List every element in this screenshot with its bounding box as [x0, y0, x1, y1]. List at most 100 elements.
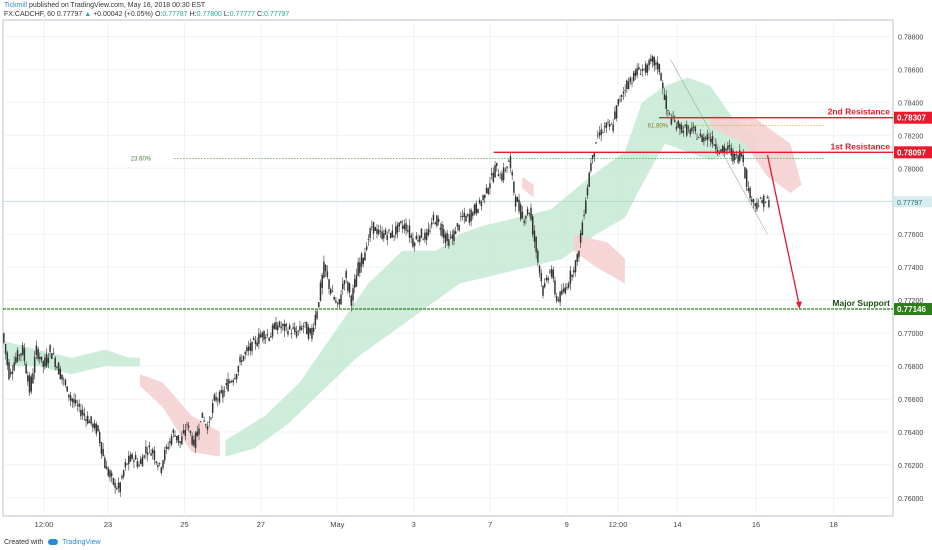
- symbol-label: FX:CADCHF, 60: [4, 11, 55, 18]
- candle-body: [745, 169, 748, 187]
- candle-body: [140, 458, 142, 464]
- candle-body: [239, 356, 241, 363]
- candle-body: [155, 461, 157, 463]
- candle-body: [612, 124, 614, 131]
- x-tick-label: 16: [752, 520, 760, 529]
- cloud-bearish: [710, 115, 802, 194]
- candle-body: [725, 148, 727, 151]
- candle-body: [557, 299, 560, 301]
- candle-body: [646, 64, 649, 73]
- candle-body: [186, 424, 188, 426]
- candle-body: [419, 236, 421, 242]
- candle-body: [246, 347, 248, 352]
- candle-body: [73, 399, 75, 404]
- candle-body: [675, 126, 678, 130]
- candle-body: [573, 270, 575, 273]
- candle-body: [13, 362, 15, 371]
- candle-body: [307, 327, 310, 339]
- candle-body: [117, 482, 120, 489]
- candle-body: [684, 124, 686, 126]
- candle-body: [718, 153, 721, 155]
- candle-body: [352, 288, 354, 301]
- candle-body: [100, 442, 103, 454]
- candle-body: [595, 142, 597, 144]
- candle-body: [550, 268, 553, 277]
- level-name: 1st Resistance: [830, 141, 890, 151]
- cloud-bullish: [225, 77, 757, 457]
- candle-body: [590, 163, 592, 171]
- tradingview-logo-icon: [48, 539, 59, 546]
- candle-body: [76, 404, 79, 406]
- price-tag-text: 0.77146: [897, 305, 926, 314]
- candle-body: [542, 285, 544, 296]
- candle-body: [68, 394, 70, 398]
- candle-body: [472, 212, 474, 216]
- candle-body: [172, 429, 175, 433]
- candle-body: [249, 343, 252, 351]
- candle-body: [83, 413, 86, 417]
- candle-body: [516, 197, 519, 202]
- candle-body: [343, 280, 346, 285]
- candle-body: [20, 353, 22, 356]
- candle-body: [401, 225, 404, 229]
- candle-body: [247, 346, 250, 351]
- candle-body: [316, 311, 318, 319]
- candle-body: [335, 300, 337, 303]
- candle-body: [400, 221, 402, 224]
- candle-body: [32, 373, 34, 384]
- candle-body: [54, 357, 56, 368]
- candle-body: [241, 360, 243, 362]
- high-label: H:: [189, 11, 197, 18]
- candle-body: [80, 409, 82, 417]
- candle-body: [64, 380, 67, 386]
- candle-body: [451, 234, 454, 239]
- candle-body: [126, 463, 128, 465]
- candle-body: [148, 445, 151, 448]
- candle-body: [638, 67, 640, 70]
- candle-body: [134, 455, 137, 460]
- chart-header: Tickmill published on TradingView.com, M…: [0, 0, 932, 20]
- publisher-name[interactable]: Tickmill: [4, 2, 28, 9]
- candle-body: [764, 202, 767, 204]
- candle-body: [391, 230, 394, 238]
- candle-body: [696, 138, 698, 140]
- candle-body: [223, 391, 226, 393]
- x-tick-label: 14: [673, 520, 681, 529]
- candle-body: [581, 222, 584, 236]
- candle-body: [181, 436, 183, 445]
- candle-body: [384, 229, 387, 235]
- tradingview-link[interactable]: TradingView: [62, 539, 101, 546]
- candle-body: [229, 381, 231, 383]
- candle-body: [288, 325, 291, 329]
- candle-body: [81, 409, 84, 415]
- candle-body: [713, 144, 715, 146]
- candle-body: [97, 425, 99, 432]
- x-tick-label: 9: [565, 520, 569, 529]
- candle-body: [355, 275, 358, 287]
- candle-body: [18, 355, 21, 357]
- candle-body: [441, 224, 443, 236]
- candle-body: [40, 356, 43, 361]
- candle-body: [294, 327, 296, 333]
- candle-body: [336, 302, 339, 304]
- x-tick-label: 3: [412, 520, 416, 529]
- cloud-bullish: [5, 341, 140, 375]
- open-label: O:: [154, 11, 163, 18]
- candle-body: [502, 167, 505, 181]
- low-label: L:: [223, 11, 230, 18]
- candle-body: [271, 325, 274, 337]
- candle-body: [639, 74, 642, 75]
- candle-body: [213, 394, 216, 401]
- candle-body: [413, 242, 416, 247]
- candle-body: [105, 466, 108, 470]
- candle-body: [52, 353, 55, 355]
- x-tick-label: 25: [180, 520, 188, 529]
- candle-body: [237, 365, 240, 373]
- candle-body: [627, 81, 630, 90]
- candle-body: [208, 421, 210, 423]
- projection-arrowhead: [795, 301, 802, 310]
- y-tick-label: 0.78400: [898, 100, 923, 107]
- candle-body: [528, 213, 531, 214]
- candle-body: [454, 231, 457, 234]
